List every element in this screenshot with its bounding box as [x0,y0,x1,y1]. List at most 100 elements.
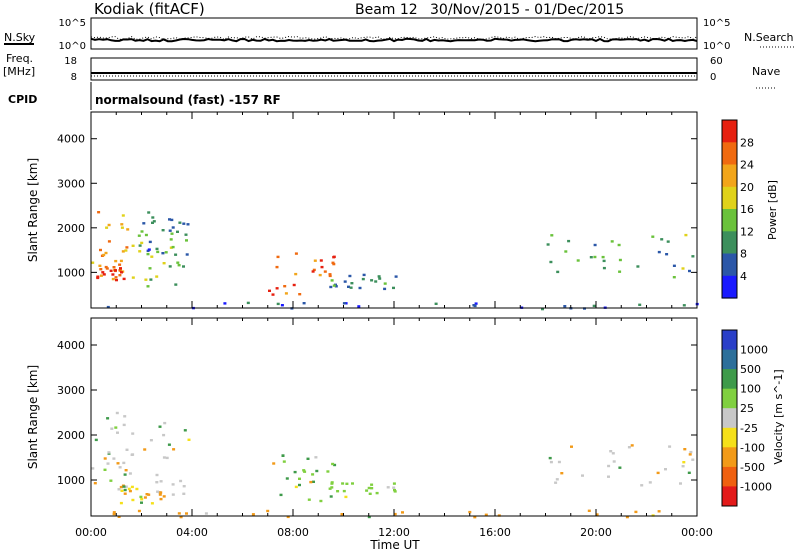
time-tick-labels: 00:00 04:00 08:00 12:00 16:00 20:00 00:00 [75,526,713,539]
power-cell [182,222,186,225]
velocity-colorbar-tick: 1000 [740,344,768,357]
velocity-cell [682,461,686,464]
power-cell [347,285,350,288]
velocity-cell [171,483,175,486]
nsearch-tick-bottom: 10^0 [703,41,730,52]
power-cell [155,247,159,251]
velocity-cell [340,513,344,516]
power-ytick-label: 1000 [57,266,85,279]
velocity-cell [163,421,167,425]
velocity-cell [123,473,127,476]
velocity-cell [367,486,371,490]
power-cell [99,274,103,277]
power-cell [131,244,135,247]
power-cell [549,260,553,264]
velocity-cell [117,488,121,491]
velocity-cell [570,445,573,448]
time-tick-label: 16:00 [479,526,511,539]
velocity-cell [120,489,124,492]
power-cell [152,220,156,223]
nsky-tick-top: 10^5 [59,18,86,29]
power-colorbar-tick: 16 [740,203,754,216]
power-cell [140,241,144,245]
velocity-cell [114,426,118,429]
velocity-cell [116,462,120,465]
power-cell [383,287,387,291]
velocity-cell [298,483,301,487]
colorbar-frame [721,329,738,507]
power-cell [302,302,306,305]
velocity-cell [587,509,591,512]
velocity-cell [117,515,121,518]
power-cell [104,265,108,269]
power-cell [275,287,279,290]
velocity-cell [328,487,332,490]
power-cell [98,264,102,267]
power-cell [101,271,105,274]
velocity-cell [634,510,638,514]
nsky-label: N.Sky [4,31,36,44]
velocity-cell [183,429,187,432]
power-cell [271,293,275,296]
freq-unit-label: [MHz] [3,65,35,78]
time-tick-label: 00:00 [681,526,713,539]
colorbar-swatch [722,466,737,487]
power-cell [168,218,171,221]
power-cell [97,211,101,214]
velocity-cell [159,497,163,501]
power-cell [155,275,159,278]
power-panel-frame [90,111,698,309]
velocity-cell [125,448,129,451]
velocity-cell [118,466,122,469]
power-cell [131,276,135,279]
power-cell [104,251,108,255]
velocity-cell [303,470,307,473]
power-cell [329,285,333,289]
power-cell [298,293,302,296]
velocity-cell [311,473,315,476]
power-yticks: 1000 2000 3000 4000 [57,133,697,279]
power-cell [344,302,348,305]
velocity-colorbar-tick: -100 [740,441,765,454]
power-cell [99,248,102,252]
power-cell [688,269,691,273]
power-cell [120,223,124,226]
velocity-cell [135,487,139,491]
power-cell [182,265,185,268]
nave-tick-top: 60 [710,56,723,67]
power-cell [174,253,178,256]
colorbar-swatch [722,275,737,299]
power-cell [691,255,695,258]
power-cell [105,267,109,270]
velocity-cell [147,493,151,496]
velocity-cell [179,479,183,483]
power-cell [280,304,284,307]
power-cell [106,305,110,309]
power-cell [672,276,676,279]
velocity-cell [94,438,98,442]
velocity-cell [139,495,143,499]
velocity-yticks: 1000 2000 3000 4000 [57,339,697,487]
velocity-cell [689,450,693,454]
power-cell [150,255,154,258]
velocity-cell [298,477,301,480]
velocity-cell [664,468,667,471]
velocity-cell [179,515,183,519]
velocity-cell [145,493,149,496]
colorbar-swatch [722,142,737,166]
velocity-cell [110,427,114,430]
power-cell [292,283,296,287]
velocity-cell [162,433,166,437]
velocity-cell [679,482,682,485]
velocity-cell [159,480,163,483]
freq-strip-frame [90,57,698,81]
beam-label: Beam 12 [355,2,418,18]
velocity-cell [581,474,584,477]
nsky-tick-bottom: 10^0 [59,41,86,52]
velocity-cell [607,475,610,478]
power-cell [657,250,661,254]
power-cell [115,278,118,282]
velocity-cell [691,458,695,461]
station-title: Kodiak (fitACF) [94,0,205,18]
power-cell [666,240,670,243]
